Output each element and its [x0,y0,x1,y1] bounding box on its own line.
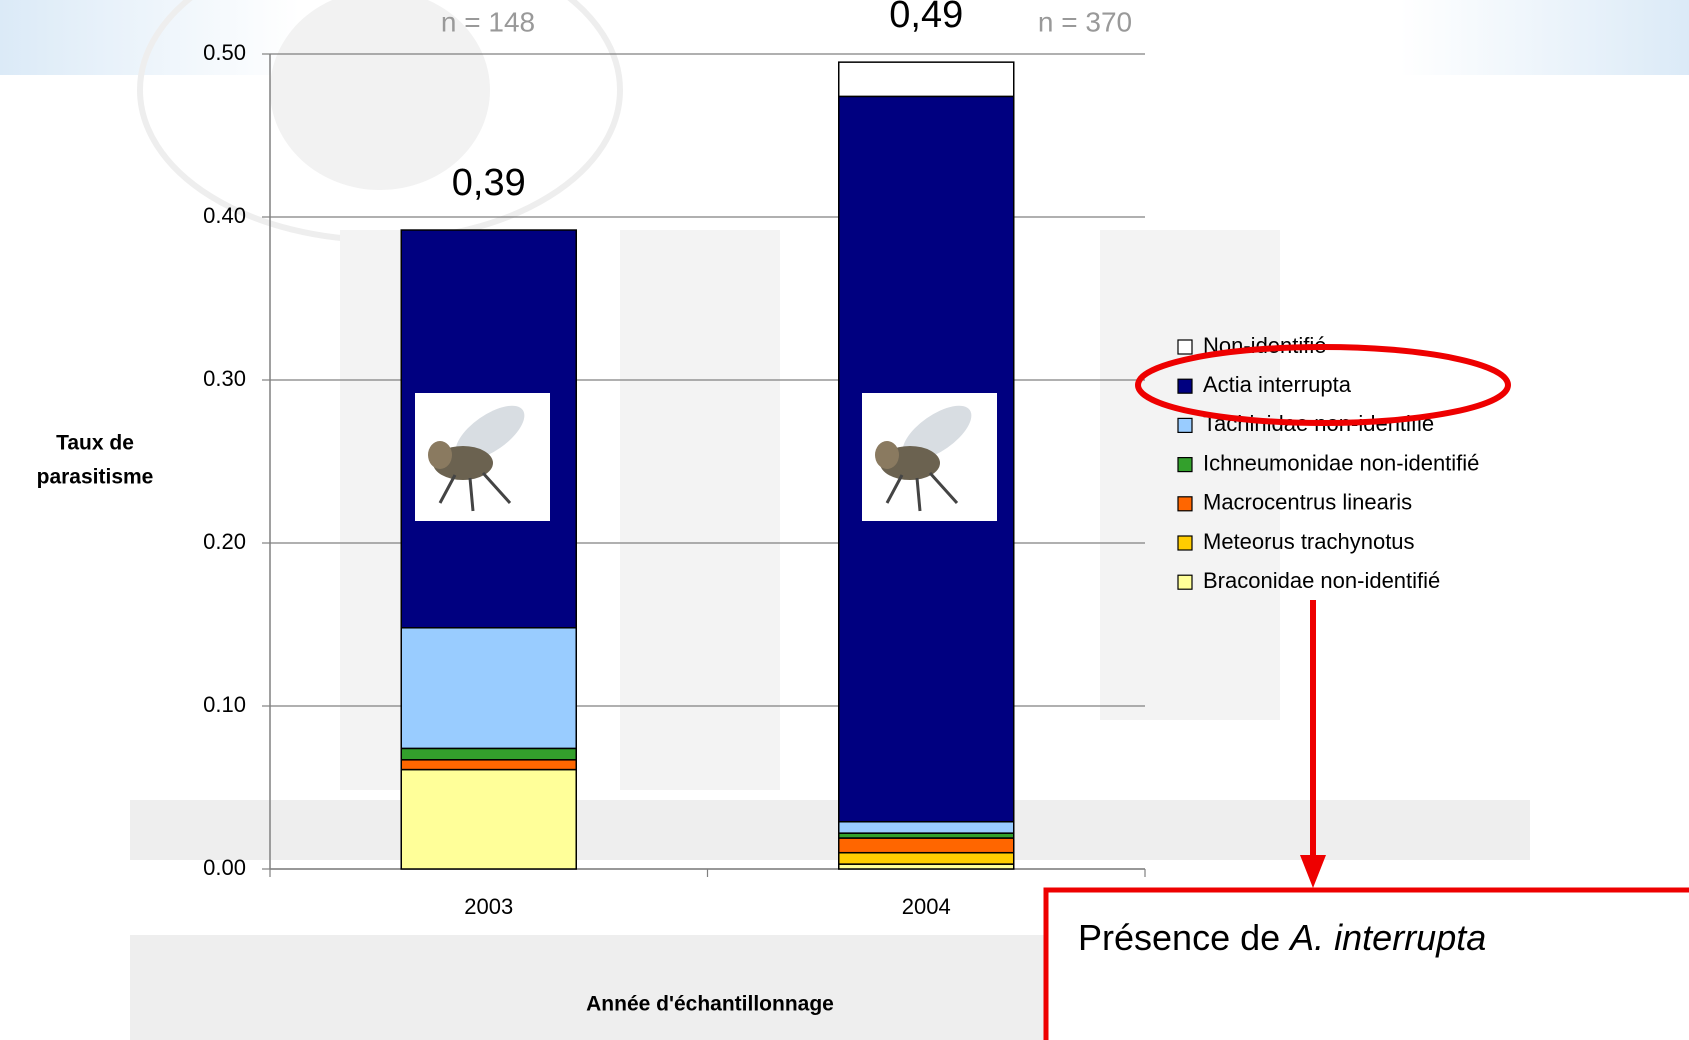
bar-segment [838,837,1015,854]
bar-segment [400,627,577,750]
bar-segment [838,61,1015,98]
y-axis-title: parasitisme [37,466,154,489]
bar-segment [838,820,1015,834]
callout-text: Présence de A. interrupta [1078,917,1486,958]
sample-size: n = 148 [441,6,535,37]
bar-segment [400,747,577,761]
sample-size: n = 370 [1038,6,1132,37]
callout-text-italic: A. interrupta [1288,917,1486,958]
legend-swatch [1177,535,1193,551]
arrowhead [1300,855,1326,888]
callout-text-plain: Présence de [1078,917,1290,958]
legend-swatch [1177,378,1193,394]
legend-label: Ichneumonidae non-identifié [1203,450,1479,475]
y-tick-label: 0.40 [203,203,246,228]
legend-swatch [1177,496,1193,512]
y-tick-label: 0.00 [203,855,246,880]
bar-segment [400,759,577,771]
legend-label: Macrocentrus linearis [1203,490,1412,515]
callout: Présence de A. interrupta [1043,344,1689,1040]
legend-swatch [1177,339,1193,355]
callout-box [1043,887,1689,1040]
legend-label: Actia interrupta [1203,372,1352,397]
y-tick-label: 0.50 [203,40,246,65]
y-tick-label: 0.20 [203,529,246,554]
x-tick-label: 2004 [902,894,951,919]
bar-segment [838,851,1015,865]
y-tick-label: 0.10 [203,692,246,717]
legend-label: Meteorus trachynotus [1203,529,1415,554]
fly-images [415,393,997,521]
total-label: 0,49 [889,0,963,36]
highlight-ellipse [1135,344,1511,426]
x-tick-label: 2003 [464,894,513,919]
y-tick-label: 0.30 [203,366,246,391]
legend-label: Braconidae non-identifié [1203,568,1440,593]
bar-segment [400,768,577,870]
y-axis-title: Taux de [56,432,134,455]
legend-swatch [1177,457,1193,473]
legend-swatch [1177,417,1193,433]
total-label: 0,39 [452,162,526,204]
x-axis-title: Année d'échantillonnage [586,993,834,1016]
legend-swatch [1177,574,1193,590]
